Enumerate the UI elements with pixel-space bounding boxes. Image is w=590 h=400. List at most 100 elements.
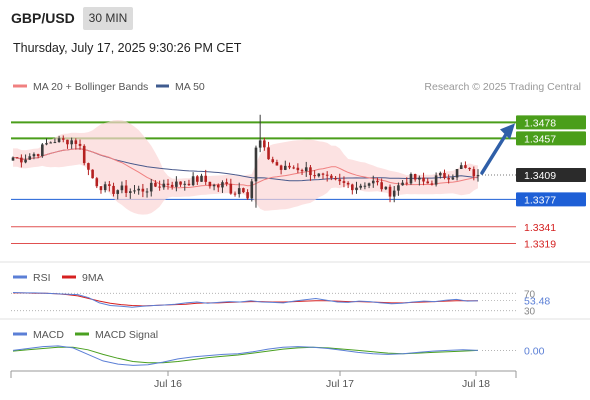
candle-body [359, 185, 363, 188]
candle-body [342, 181, 346, 183]
candle-body [296, 167, 300, 171]
candle-body [401, 182, 404, 186]
price-label-support: 1.3319 [524, 239, 556, 251]
candle-body [36, 154, 40, 157]
candle-body [166, 183, 170, 185]
candle-body [464, 165, 467, 168]
macd-line [12, 345, 479, 366]
timeframe-badge[interactable]: 30 MIN [83, 7, 133, 30]
candle-body [300, 170, 304, 172]
candle-body [271, 159, 275, 163]
candle-body [225, 182, 228, 184]
candle-body [11, 157, 15, 161]
candle-body [158, 186, 161, 188]
candle-body [292, 167, 295, 169]
candle-body [413, 174, 417, 180]
candle-body [355, 187, 358, 191]
candle-body [137, 188, 140, 191]
candle-body [41, 144, 44, 157]
ma20-line [12, 148, 479, 189]
candle-body [145, 191, 149, 193]
price-label-pivot: 1.3377 [524, 194, 556, 206]
candle-body [325, 174, 329, 176]
candle-body [120, 185, 124, 191]
candle-body [53, 142, 57, 144]
candle-body [309, 167, 312, 176]
candle-body [384, 186, 388, 190]
current-price-box [516, 167, 586, 182]
candle-body [422, 177, 425, 182]
candle-body [455, 169, 459, 178]
ma50-legend-label: MA 50 [175, 81, 205, 93]
candle-body [229, 183, 233, 194]
candle-body [124, 185, 128, 193]
candle-body [451, 177, 455, 180]
candle-body [212, 184, 216, 187]
candle-body [250, 181, 254, 199]
candle-body [392, 190, 396, 197]
copyright-label: Research © 2025 Trading Central [424, 81, 581, 93]
candle-body [183, 183, 187, 185]
candle-body [149, 182, 153, 192]
candle-body [108, 184, 111, 186]
rsi-ma-line [13, 292, 478, 307]
candle-body [141, 188, 145, 192]
candle-body [78, 143, 82, 146]
candle-body [133, 190, 136, 192]
candle-body [99, 186, 103, 191]
candle-body [443, 173, 446, 179]
candle-body [57, 138, 61, 143]
candle-body [283, 165, 287, 170]
candle-body [317, 173, 321, 177]
rsi-level-label: 70 [524, 289, 536, 300]
candle-body [476, 174, 480, 177]
candle-body [128, 191, 132, 193]
candle-body [74, 140, 78, 144]
candle-body [162, 183, 166, 188]
candle-body [187, 183, 191, 186]
candle-body [20, 157, 23, 163]
price-label-resistance: 1.3457 [524, 133, 556, 145]
main-price-panel: 1.3478 1.3457 1.3377 1.3341 1.3319 1.3409 [11, 114, 586, 251]
candle-body [28, 156, 32, 160]
current-price-label: 1.3409 [524, 170, 556, 182]
price-label-box-pivot [516, 192, 586, 207]
candle-body [200, 175, 203, 182]
candle-body [371, 180, 375, 184]
candle-body [242, 188, 245, 193]
candle-body [208, 181, 212, 187]
price-label-resistance: 1.3478 [524, 117, 556, 129]
candle-body [304, 167, 308, 172]
candle-body [459, 165, 463, 170]
candle-body [376, 180, 379, 183]
time-axis-label: Jul 17 [326, 378, 354, 390]
rsi-ma-legend-label: 9MA [82, 272, 104, 284]
rsi-legend-label: RSI [33, 272, 51, 284]
candle-body [204, 175, 208, 182]
rsi-level-label: 30 [524, 307, 536, 318]
candle-body [258, 140, 262, 148]
candle-body [191, 176, 195, 186]
time-axis-label: Jul 18 [462, 378, 490, 390]
candle-body [472, 169, 476, 177]
macd-legend-label: MACD [33, 329, 64, 341]
candle-body [233, 193, 237, 195]
candle-body [254, 147, 258, 182]
candle-body [334, 177, 337, 180]
macd-panel: 0.00 [12, 345, 545, 366]
candle-body [196, 176, 199, 182]
candle-body [405, 182, 409, 184]
time-axis: Jul 16 Jul 17 Jul 18 [154, 371, 490, 390]
candle-body [175, 181, 178, 187]
candle-body [409, 174, 413, 184]
rsi-current-value: 53.48 [524, 295, 550, 307]
candle-body [321, 173, 325, 175]
candle-body [82, 145, 86, 164]
candle-body [397, 185, 400, 191]
symbol-title: GBP/USD [11, 10, 75, 26]
candle-body [237, 188, 241, 195]
candle-body [338, 179, 342, 182]
candle-body [15, 157, 19, 159]
candle-body [313, 175, 316, 177]
